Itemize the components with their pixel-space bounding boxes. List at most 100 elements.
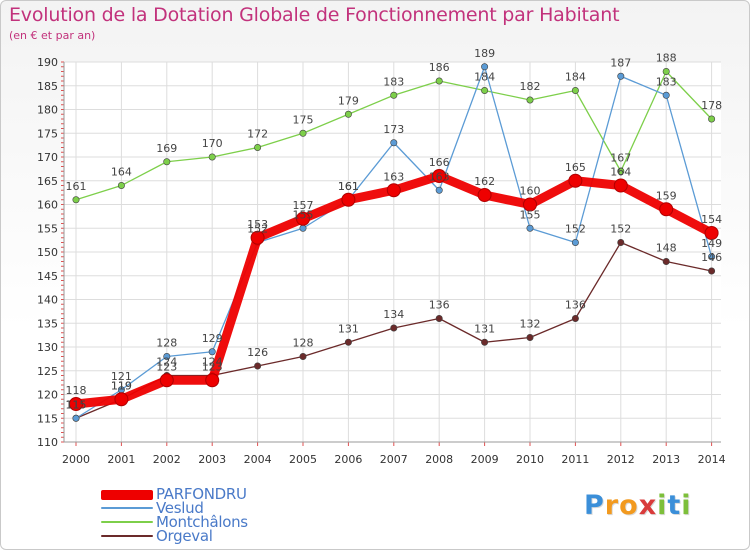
data-label: 183 — [383, 75, 404, 88]
data-label: 146 — [701, 251, 722, 264]
data-label: 119 — [111, 379, 132, 392]
data-label: 123 — [202, 360, 223, 373]
data-point — [571, 87, 579, 95]
data-point — [435, 186, 443, 194]
data-label: 124 — [156, 356, 177, 369]
data-point — [208, 348, 216, 356]
data-label: 188 — [656, 52, 677, 65]
data-point — [386, 183, 401, 198]
data-label: 161 — [338, 180, 359, 193]
data-label: 128 — [156, 337, 177, 350]
data-point — [299, 129, 307, 137]
data-label: 159 — [656, 189, 677, 202]
data-point — [163, 158, 171, 166]
legend-swatch — [101, 535, 153, 537]
logo-letter: i — [657, 490, 668, 521]
data-point — [571, 239, 579, 247]
data-label: 153 — [247, 218, 268, 231]
axes: 110 115 120 125 130 135 140 145 150 155 160 165 170 1… — [37, 56, 726, 466]
data-point — [662, 68, 670, 76]
y-tick-label: 110 — [37, 436, 58, 449]
chart-title: Evolution de la Dotation Globale de Fonc… — [9, 4, 620, 26]
data-point — [390, 324, 398, 332]
data-label: 162 — [474, 175, 495, 188]
logo-letter: i — [681, 490, 692, 521]
data-point — [435, 314, 443, 322]
data-label: 131 — [474, 322, 495, 335]
data-point — [523, 197, 537, 212]
legend-label: Orgeval — [156, 527, 213, 545]
data-point — [708, 267, 716, 275]
data-point — [662, 257, 670, 265]
data-point — [481, 87, 489, 95]
legend-swatch — [101, 490, 153, 500]
x-tick-label: 2004 — [244, 453, 272, 466]
data-point — [708, 253, 716, 261]
legend: PARFONDRU Veslud Montchâlons Orgeval — [101, 485, 301, 545]
x-tick-label: 2001 — [107, 453, 135, 466]
data-point — [117, 182, 125, 190]
y-tick-label: 190 — [37, 56, 58, 69]
x-tick-label: 2012 — [607, 453, 635, 466]
data-label: 115 — [66, 398, 87, 411]
legend-label: Montchâlons — [156, 513, 248, 531]
y-tick-label: 145 — [37, 270, 58, 283]
data-label: 170 — [202, 137, 223, 150]
data-label: 129 — [202, 332, 223, 345]
data-point — [432, 169, 447, 183]
data-label: 163 — [429, 170, 450, 183]
data-point — [526, 96, 534, 104]
data-point — [254, 144, 262, 152]
data-label: 169 — [156, 142, 177, 155]
x-tick-label: 2008 — [425, 453, 453, 466]
data-point — [250, 230, 265, 245]
data-label: 164 — [610, 166, 631, 179]
data-label: 123 — [156, 360, 177, 373]
proxiti-logo: Proxiti — [584, 490, 692, 521]
data-label: 161 — [66, 180, 87, 193]
data-point — [704, 226, 719, 240]
x-tick-label: 2003 — [198, 453, 226, 466]
data-point — [526, 224, 534, 232]
x-tick-label: 2011 — [561, 453, 589, 466]
y-tick-label: 185 — [37, 80, 58, 93]
data-label: 163 — [383, 170, 404, 183]
data-point — [72, 414, 80, 422]
data-point — [205, 373, 220, 388]
logo-letter: x — [638, 490, 658, 521]
data-point — [390, 139, 398, 147]
data-label: 128 — [293, 337, 314, 350]
data-point — [659, 202, 674, 217]
x-tick-label: 2009 — [471, 453, 499, 466]
data-point — [344, 110, 352, 118]
chart-subtitle: (en € et par an) — [9, 29, 96, 42]
series — [69, 63, 719, 422]
data-label: 167 — [610, 151, 631, 164]
y-tick-label: 120 — [37, 389, 58, 402]
data-label: 184 — [565, 71, 586, 84]
data-label: 152 — [247, 223, 268, 236]
data-label: 154 — [701, 213, 722, 226]
data-point — [481, 338, 489, 346]
data-label: 187 — [610, 56, 631, 69]
data-point — [72, 196, 80, 204]
data-label: 157 — [293, 199, 314, 212]
data-point — [344, 338, 352, 346]
x-tick-label: 2007 — [380, 453, 408, 466]
data-point — [526, 333, 534, 341]
data-label: 166 — [429, 156, 450, 169]
data-label: 160 — [520, 185, 541, 198]
data-label: 119 — [111, 379, 132, 392]
data-point — [69, 397, 83, 411]
data-label: 178 — [701, 99, 722, 112]
data-label: 136 — [429, 299, 450, 312]
data-point — [708, 115, 716, 123]
data-point — [254, 362, 262, 370]
data-label: 182 — [520, 80, 541, 93]
data-point — [299, 352, 307, 360]
data-label: 115 — [66, 398, 87, 411]
data-point — [613, 178, 628, 193]
data-point — [617, 72, 625, 80]
